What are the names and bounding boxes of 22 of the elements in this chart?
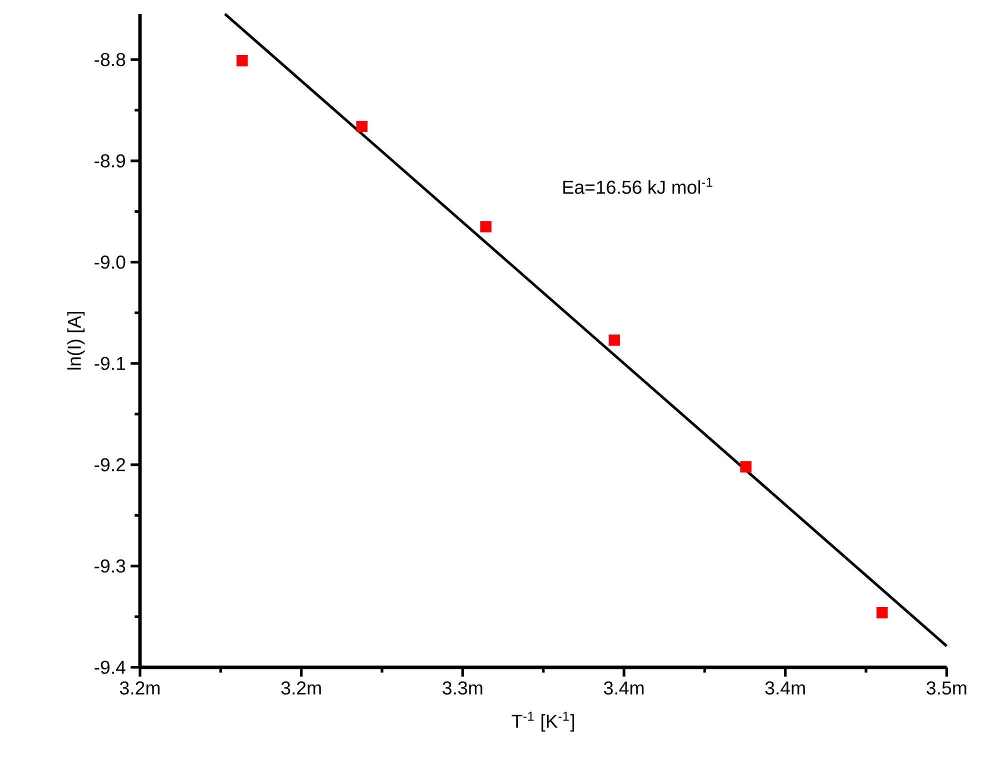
x-tick-label: 3.5m [926, 681, 966, 695]
annotation: Ea=16.56 kJ mol$^{-1}$ [563, 178, 712, 194]
y-tick-label: -9.3 [94, 559, 126, 573]
x-tick-label: 3.2m [281, 681, 321, 695]
point [236, 54, 248, 66]
point [356, 120, 368, 132]
y-tick-label: -9.1 [94, 356, 126, 370]
x-tick-label: 3.3m [442, 681, 482, 695]
y-tick-label: -8.8 [94, 52, 126, 66]
y-tick-label: -8.9 [94, 154, 126, 168]
y-tick-label: -9.0 [94, 256, 126, 269]
x-tick-label: 3.4m [604, 681, 644, 695]
y-tick-label: -9.4 [94, 660, 126, 674]
y-axis-title: ln(I) [A] [67, 312, 85, 370]
x-tick-label: 3.4m [765, 681, 805, 695]
point [740, 461, 752, 472]
x-axis-title: T$^{-1}$ [K$^{-1}$] [512, 712, 574, 732]
y-tick-label: -9.2 [94, 458, 126, 472]
x-tick-label: 3.2m [120, 681, 160, 695]
point [480, 221, 492, 232]
point [876, 607, 888, 618]
point [608, 334, 620, 346]
